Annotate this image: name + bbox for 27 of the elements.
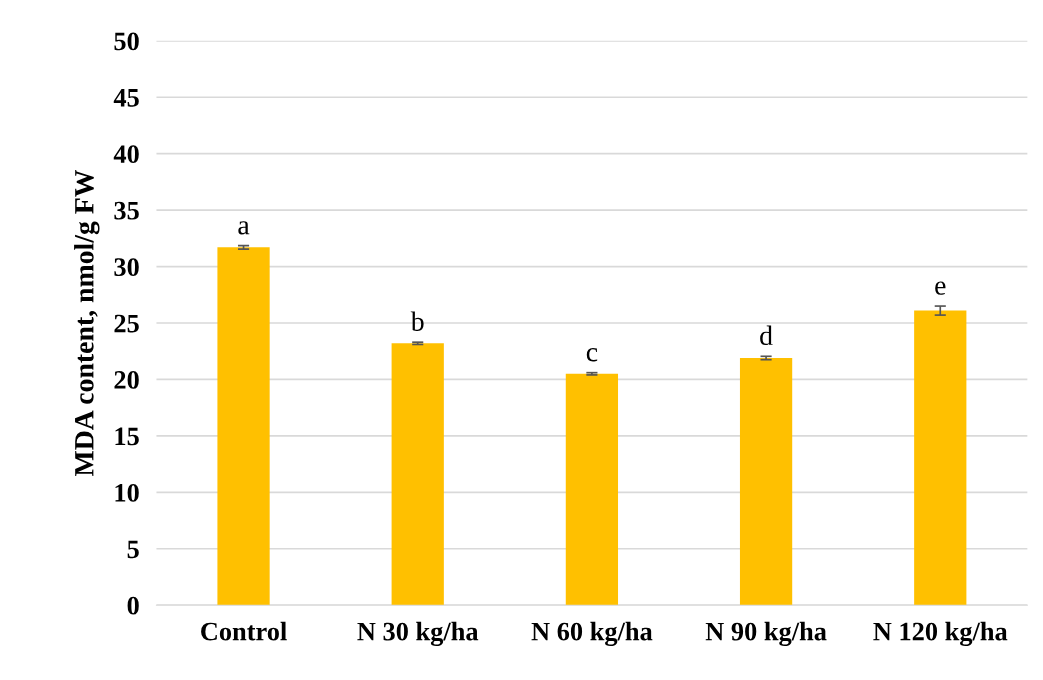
x-tick-label: N 30 kg/ha: [357, 621, 479, 646]
annotation: b: [410, 311, 424, 331]
y-axis-title: MDA content, nmol/g FW: [74, 169, 100, 477]
y-tick-label: 40: [113, 145, 139, 164]
annotation: a: [238, 221, 250, 235]
bar: [739, 357, 793, 606]
y-tick-label: 15: [115, 427, 139, 446]
annotation: e: [935, 281, 946, 295]
x-tick-label: Control: [201, 621, 287, 641]
y-tick-label: 25: [114, 314, 139, 333]
y-tick-label: 45: [113, 89, 139, 107]
y-tick-label: 10: [115, 483, 139, 502]
bar: [565, 373, 619, 606]
x-tick-label: N 90 kg/ha: [705, 621, 827, 646]
x-tick-label: N 120 kg/ha: [873, 621, 1008, 646]
bar: [391, 343, 444, 606]
y-tick-label: 30: [114, 258, 139, 276]
annotation: d: [760, 325, 773, 346]
y-tick-label: 50: [114, 32, 139, 51]
y-tick-label: 5: [127, 540, 139, 559]
bar: [217, 247, 270, 606]
y-tick-label: 0: [127, 596, 139, 615]
annotation: c: [586, 348, 598, 362]
x-tick-label: N 60 kg/ha: [531, 621, 653, 646]
y-tick-label: 20: [114, 371, 139, 389]
y-tick-label: 35: [114, 201, 139, 220]
bar: [914, 310, 967, 606]
